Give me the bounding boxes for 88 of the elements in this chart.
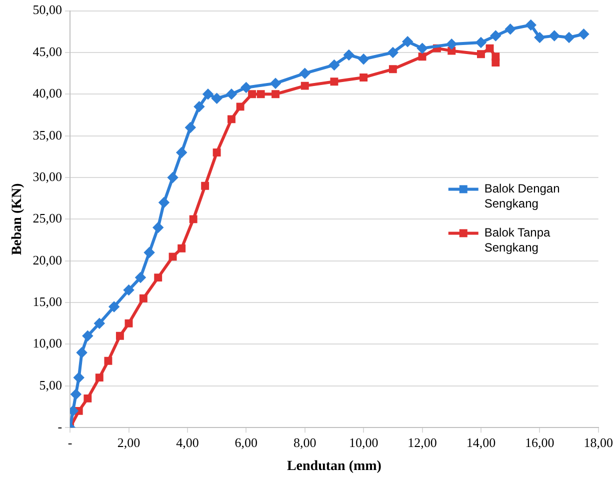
point <box>505 24 516 34</box>
point <box>76 348 87 358</box>
x-tick-label: - <box>68 434 72 450</box>
point <box>300 68 310 78</box>
point <box>330 78 338 86</box>
x-tick-label: 2,00 <box>117 434 140 450</box>
point <box>82 330 93 341</box>
point <box>446 39 457 50</box>
point <box>492 58 500 66</box>
x-tick-label: 14,00 <box>466 434 496 450</box>
point <box>203 89 213 100</box>
point <box>212 148 221 156</box>
point <box>194 102 204 112</box>
x-tick-label: 10,00 <box>348 434 378 450</box>
point <box>124 285 134 296</box>
point <box>201 182 210 190</box>
point <box>70 389 81 400</box>
y-tick-label: 10,00 <box>32 336 62 351</box>
y-axis-title: Beban (KN) <box>10 182 26 256</box>
point <box>178 244 186 252</box>
point <box>248 90 256 98</box>
x-tick-label: 4,00 <box>176 434 199 450</box>
point <box>272 90 280 98</box>
y-tick-label: 15,00 <box>32 294 62 309</box>
point <box>578 29 589 40</box>
x-tick-label: 8,00 <box>293 434 316 450</box>
point <box>486 44 494 52</box>
point <box>154 274 162 282</box>
point <box>144 248 154 258</box>
point <box>564 32 574 42</box>
point <box>109 302 120 312</box>
x-axis-title: Lendutan (mm) <box>286 459 382 474</box>
point <box>139 294 148 302</box>
y-tick-label: 35,00 <box>32 127 62 142</box>
point <box>256 90 265 98</box>
point <box>329 60 340 70</box>
y-tick-label: 50,00 <box>32 2 62 18</box>
point <box>95 374 104 382</box>
point <box>534 32 545 42</box>
y-tick-label: 5,00 <box>39 377 62 392</box>
point <box>418 52 426 61</box>
point <box>94 318 104 328</box>
point <box>549 30 560 41</box>
point <box>212 93 222 104</box>
x-tick-label: 6,00 <box>234 434 258 450</box>
y-tick-label: 30,00 <box>32 168 62 184</box>
point <box>74 372 84 383</box>
point <box>476 50 485 58</box>
y-tick-label: 45,00 <box>32 44 62 59</box>
x-tick-label: 18,00 <box>584 434 613 450</box>
point <box>526 20 536 30</box>
point <box>228 115 236 124</box>
point <box>168 252 177 261</box>
point <box>153 222 164 233</box>
point <box>448 46 456 55</box>
point <box>360 74 368 82</box>
point <box>226 89 236 100</box>
point <box>300 82 309 90</box>
point <box>236 102 244 111</box>
point <box>176 148 187 158</box>
point <box>241 82 252 92</box>
point <box>116 332 124 340</box>
point <box>189 215 198 224</box>
point <box>476 37 486 48</box>
point <box>490 30 501 41</box>
x-tick-label: 12,00 <box>408 434 437 450</box>
point <box>74 406 83 415</box>
y-tick-label: 40,00 <box>32 86 62 101</box>
point <box>185 122 196 133</box>
point <box>270 78 281 88</box>
legend-label: Balok Dengan Sengkang <box>484 182 560 211</box>
point <box>158 198 169 208</box>
point <box>344 50 354 60</box>
point <box>402 36 413 47</box>
legend-label: Balok Tanpa Sengkang <box>484 226 551 255</box>
point <box>388 47 398 58</box>
y-tick-label: 25,00 <box>32 210 62 226</box>
y-tick-label: - <box>58 419 62 434</box>
point <box>84 394 92 402</box>
point <box>124 319 133 328</box>
point <box>417 43 428 54</box>
point <box>104 356 112 365</box>
y-tick-label: 20,00 <box>32 252 62 268</box>
point <box>358 54 369 64</box>
point <box>168 172 178 183</box>
x-tick-label: 16,00 <box>525 434 554 450</box>
point <box>135 272 146 283</box>
point <box>388 65 397 74</box>
